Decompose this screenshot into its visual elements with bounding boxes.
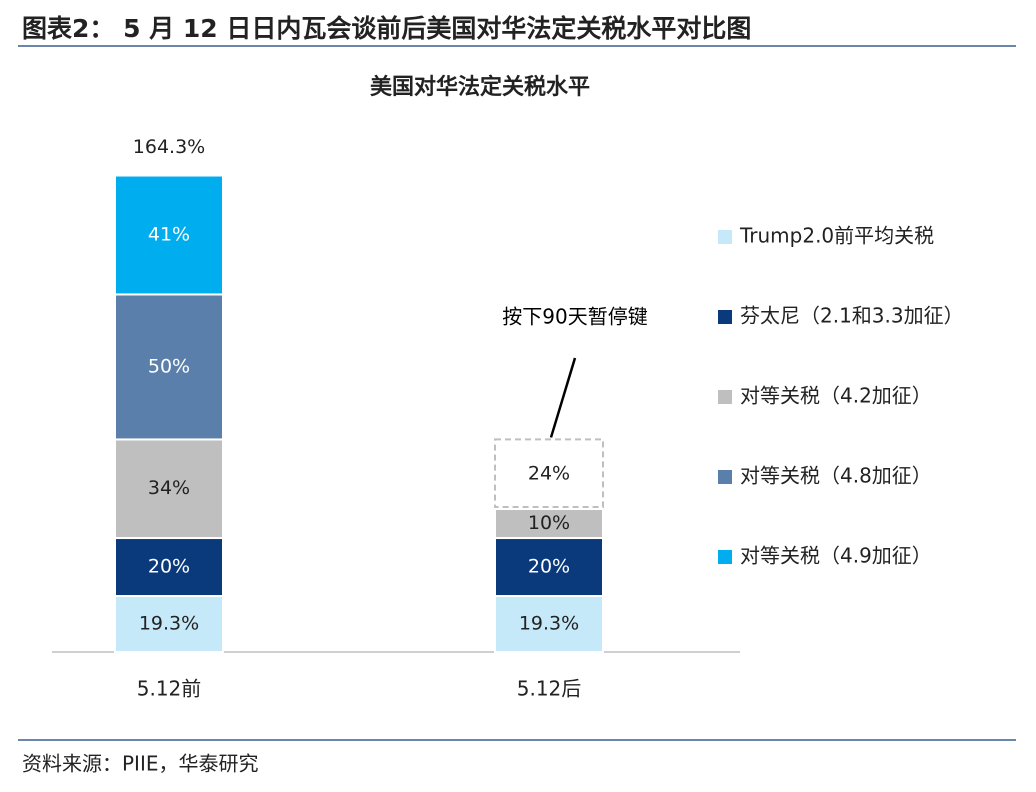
bar-segment bbox=[114, 174, 224, 296]
bar-segment bbox=[114, 438, 224, 540]
total-label: 164.3% bbox=[133, 136, 205, 158]
legend-label: 对等关税（4.2加征） bbox=[740, 384, 932, 408]
legend-swatch bbox=[718, 550, 732, 564]
legend-label: 对等关税（4.9加征） bbox=[740, 544, 932, 568]
chart-title: 美国对华法定关税水平 bbox=[370, 74, 590, 100]
value-label: 34% bbox=[148, 477, 190, 499]
value-label: 20% bbox=[528, 556, 570, 578]
annotation-arrow bbox=[549, 357, 577, 438]
legend-label: 对等关税（4.8加征） bbox=[740, 464, 932, 488]
legend-swatch bbox=[718, 390, 732, 404]
paused-label: 24% bbox=[528, 463, 570, 485]
legend-swatch bbox=[718, 310, 732, 324]
value-label: 19.3% bbox=[139, 613, 199, 635]
value-label: 50% bbox=[148, 355, 190, 377]
annotation: 按下90天暂停键 bbox=[502, 305, 647, 329]
paused-segment bbox=[494, 438, 604, 509]
legend-label: Trump2.0前平均关税 bbox=[739, 224, 934, 248]
bar-segment bbox=[494, 537, 604, 598]
legend-label: 芬太尼（2.1和3.3加征） bbox=[740, 304, 964, 328]
bar-segment bbox=[114, 537, 224, 598]
bar-segment bbox=[494, 508, 604, 540]
source: 资料来源：PIIE，华泰研究 bbox=[22, 752, 259, 776]
figure-title: 图表2： 5 月 12 日日内瓦会谈前后美国对华法定关税水平对比图 bbox=[22, 14, 751, 43]
bar-segment bbox=[114, 595, 224, 654]
value-label: 20% bbox=[148, 556, 190, 578]
value-label: 41% bbox=[148, 223, 190, 245]
value-label: 19.3% bbox=[519, 613, 579, 635]
x-tick-label: 5.12前 bbox=[137, 677, 202, 701]
legend-swatch bbox=[718, 230, 732, 244]
value-label: 10% bbox=[528, 512, 570, 534]
x-tick-label: 5.12后 bbox=[517, 677, 582, 701]
bar-segment bbox=[114, 293, 224, 441]
legend-swatch bbox=[718, 470, 732, 484]
